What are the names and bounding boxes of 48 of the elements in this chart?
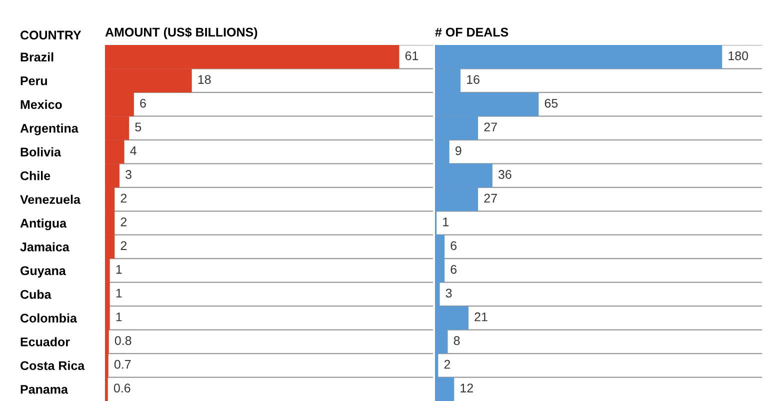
y-tick-label: Brazil	[20, 52, 54, 62]
data-label: 2	[120, 241, 127, 250]
data-label: 5	[135, 122, 142, 132]
data-label: 1	[116, 265, 122, 274]
y-tick-label: Bolivia	[20, 147, 62, 156]
data-label: 18	[198, 75, 211, 84]
data-label: 65	[544, 98, 558, 108]
data-label: 2	[120, 194, 127, 202]
data-label: 9	[456, 146, 462, 156]
data-label: 0.7	[114, 360, 131, 369]
y-tick-label: Chile	[20, 171, 50, 180]
data-label: 16	[467, 75, 480, 84]
y-tick-label: Cuba	[20, 290, 52, 299]
y-tick-label: Venezuela	[20, 194, 81, 204]
data-label: 27	[484, 122, 497, 132]
data-label: 61	[405, 51, 418, 60]
data-label: 2	[444, 360, 450, 369]
data-label: 6	[140, 98, 146, 108]
data-label: 2	[120, 218, 127, 226]
data-label: 6	[450, 241, 457, 250]
y-tick-label: Costa Rica	[20, 360, 85, 370]
data-label: 12	[460, 384, 473, 392]
y-tick-label: Argentina	[20, 124, 78, 136]
data-label: 6	[450, 264, 457, 274]
y-tick-label: Panama	[20, 385, 68, 394]
data-label: 0.8	[114, 336, 132, 346]
y-tick-label: Peru	[20, 76, 47, 86]
y-tick-label: Jamaica	[20, 242, 70, 252]
data-label: 3	[446, 288, 452, 298]
y-tick-label: Guyana	[20, 266, 66, 278]
chart-title: AMOUNT (US$ BILLIONS)	[105, 27, 258, 40]
data-label: 0.6	[114, 384, 130, 392]
y-tick-label: Mexico	[20, 100, 62, 109]
data-label: 21	[474, 312, 488, 322]
data-label: 4	[130, 146, 136, 156]
data-label: 8	[454, 336, 460, 346]
data-label: 1	[116, 288, 122, 298]
data-label: 36	[498, 170, 512, 179]
data-label: 180	[728, 51, 748, 60]
y-tick-label: Ecuador	[20, 337, 70, 346]
data-label: 3	[126, 170, 132, 179]
chart-title: # OF DEALS	[435, 28, 508, 37]
data-label: 1	[116, 312, 122, 322]
y-axis-title: COUNTRY	[20, 30, 82, 40]
data-label: 1	[443, 218, 448, 226]
y-tick-label: Antigua	[20, 218, 67, 230]
y-tick-label: Colombia	[20, 313, 78, 323]
data-label: 27	[484, 194, 497, 202]
